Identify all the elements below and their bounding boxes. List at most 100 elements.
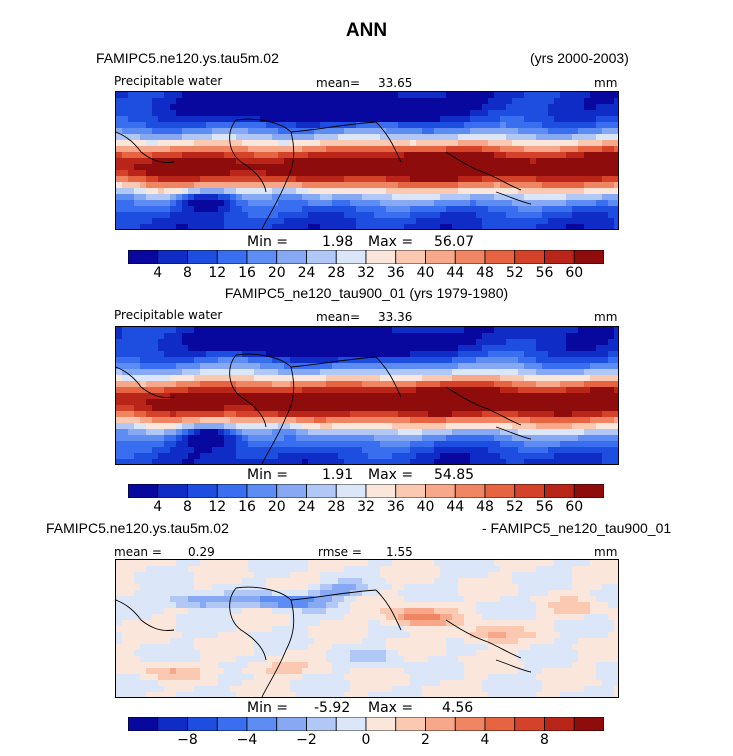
colorbar-swatch — [306, 483, 337, 499]
colorbar-tick-label: −2 — [296, 732, 317, 748]
colorbar-tick-label: 0 — [361, 732, 371, 748]
colorbar-swatch — [157, 249, 188, 265]
colorbar-swatch — [395, 716, 426, 732]
colorbar-tick-label: 8 — [183, 265, 192, 281]
colorbar-tick-label: 60 — [565, 499, 584, 515]
panel3-max-label: Max = — [368, 700, 414, 716]
panel2-colorbar — [127, 483, 605, 499]
colorbar-tick-label: 8 — [183, 499, 192, 515]
colorbar-swatch — [335, 716, 367, 732]
colorbar-tick-label: 4 — [153, 499, 163, 515]
colorbar-swatch — [454, 249, 486, 265]
colorbar-swatch — [365, 483, 397, 499]
panel2-min-label: Min = — [247, 467, 289, 483]
panel2-case-name: FAMIPC5_ne120_tau900_01 (yrs 1979-1980) — [224, 285, 509, 301]
colorbar-tick-label: 48 — [476, 265, 494, 281]
colorbar-swatch — [514, 483, 545, 499]
panel1-map — [115, 91, 619, 230]
colorbar-swatch — [127, 249, 159, 265]
colorbar-swatch — [335, 483, 367, 499]
panel3-min-label: Min = — [247, 700, 289, 716]
colorbar-swatch — [544, 249, 575, 265]
colorbar-swatch — [157, 716, 188, 732]
colorbar-swatch — [187, 249, 218, 265]
colorbar-tick-label: 40 — [416, 265, 435, 281]
colorbar-swatch — [127, 716, 159, 732]
colorbar-tick-label: 60 — [565, 265, 584, 281]
panel1-variable: Precipitable water — [114, 74, 223, 88]
colorbar-tick-label: 16 — [238, 499, 256, 515]
panel2-variable: Precipitable water — [114, 308, 223, 322]
panel1-units: mm — [594, 76, 618, 90]
colorbar-tick-label: 4 — [153, 265, 163, 281]
panel2-min-value: 1.91 — [322, 467, 354, 483]
colorbar-swatch — [514, 249, 545, 265]
panel3-map — [115, 559, 619, 698]
colorbar-tick-label: 52 — [505, 265, 524, 281]
panel1-min-label: Min = — [247, 234, 289, 250]
panel3-rmse-label: rmse = — [318, 545, 362, 559]
panel3-max-value: 4.56 — [442, 700, 474, 716]
colorbar-swatch — [216, 249, 248, 265]
colorbar-swatch — [335, 249, 367, 265]
colorbar-swatch — [306, 249, 337, 265]
panel1-years: (yrs 2000-2003) — [530, 50, 629, 66]
panel1-mean-value: 33.65 — [378, 76, 413, 90]
colorbar-tick-label: 24 — [297, 499, 316, 515]
colorbar-swatch — [365, 249, 397, 265]
colorbar-tick-label: 4 — [480, 732, 490, 748]
colorbar-swatch — [454, 716, 486, 732]
colorbar-tick-label: 36 — [386, 265, 405, 281]
colorbar-swatch — [425, 249, 456, 265]
panel1-min-value: 1.98 — [322, 234, 354, 250]
panel3-colorbar — [127, 716, 605, 732]
panel3-case-name: FAMIPC5.ne120.ys.tau5m.02 — [46, 520, 229, 536]
colorbar-tick-label: −8 — [177, 732, 198, 748]
panel2-max-label: Max = — [368, 467, 414, 483]
colorbar-swatch — [514, 716, 545, 732]
colorbar-swatch — [573, 483, 605, 499]
colorbar-swatch — [246, 716, 278, 732]
panel1-max-label: Max = — [368, 234, 414, 250]
colorbar-tick-label: 12 — [208, 499, 227, 515]
panel2-max-value: 54.85 — [434, 467, 475, 483]
panel1-case-name: FAMIPC5.ne120.ys.tau5m.02 — [96, 50, 279, 66]
colorbar-tick-label: 56 — [535, 265, 554, 281]
colorbar-swatch — [544, 483, 575, 499]
colorbar-swatch — [157, 483, 188, 499]
colorbar-swatch — [395, 483, 426, 499]
colorbar-swatch — [276, 483, 307, 499]
colorbar-tick-label: 48 — [476, 499, 494, 515]
colorbar-swatch — [246, 249, 278, 265]
colorbar-tick-label: −4 — [236, 732, 258, 748]
panel1-colorbar — [127, 249, 605, 265]
colorbar-swatch — [484, 483, 516, 499]
panel1-mean-label: mean= — [316, 76, 361, 90]
colorbar-swatch — [187, 483, 218, 499]
colorbar-swatch — [454, 483, 486, 499]
colorbar-swatch — [276, 249, 307, 265]
colorbar-swatch — [395, 249, 426, 265]
colorbar-tick-label: 28 — [327, 265, 346, 281]
panel3-rmse-value: 1.55 — [386, 545, 413, 559]
panel3-case-subtracted: - FAMIPC5_ne120_tau900_01 — [482, 520, 672, 536]
colorbar-swatch — [365, 716, 397, 732]
colorbar-tick-label: 56 — [535, 499, 554, 515]
colorbar-swatch — [306, 716, 337, 732]
colorbar-swatch — [573, 249, 605, 265]
panel1-max-value: 56.07 — [434, 234, 475, 250]
colorbar-swatch — [484, 249, 516, 265]
colorbar-swatch — [425, 716, 456, 732]
figure-title: ANN — [345, 20, 388, 41]
colorbar-tick-label: 2 — [421, 732, 430, 748]
colorbar-tick-label: 52 — [505, 499, 524, 515]
panel2-mean-value: 33.36 — [378, 310, 413, 324]
panel2-mean-label: mean= — [316, 310, 361, 324]
colorbar-tick-label: 16 — [238, 265, 256, 281]
colorbar-tick-label: 40 — [416, 499, 435, 515]
colorbar-tick-label: 20 — [267, 265, 286, 281]
panel2-units: mm — [594, 310, 618, 324]
colorbar-swatch — [425, 483, 456, 499]
colorbar-swatch — [246, 483, 278, 499]
colorbar-swatch — [573, 716, 605, 732]
